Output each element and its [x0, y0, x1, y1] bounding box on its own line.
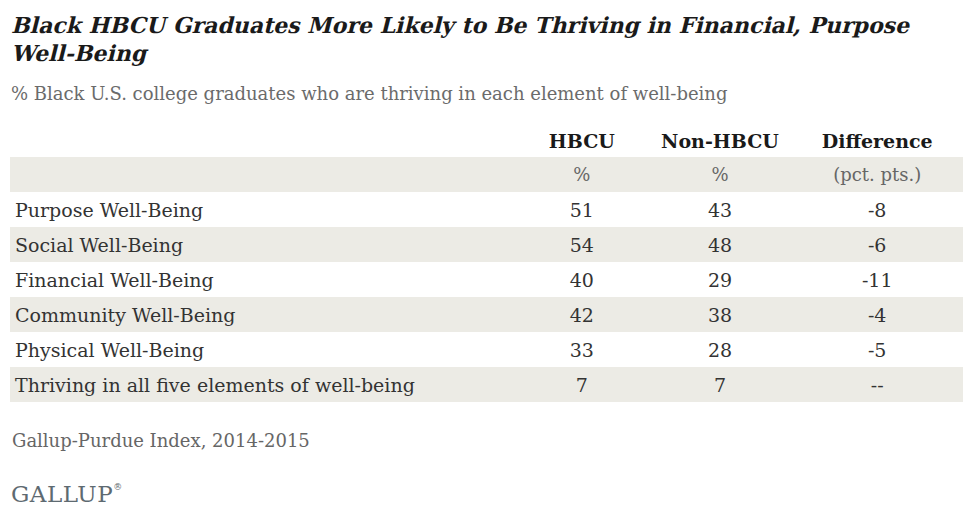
column-header-blank — [10, 125, 515, 157]
row-label: Physical Well-Being — [10, 332, 515, 367]
non-hbcu-value: 38 — [649, 297, 792, 332]
units-non-hbcu: % — [649, 157, 792, 192]
table-row: Social Well-Being 54 48 -6 — [10, 227, 963, 262]
column-header-non-hbcu: Non-HBCU — [649, 125, 792, 157]
table-row: Physical Well-Being 33 28 -5 — [10, 332, 963, 367]
row-label: Financial Well-Being — [10, 262, 515, 297]
hbcu-value: 7 — [515, 367, 648, 402]
page-subtitle: % Black U.S. college graduates who are t… — [11, 83, 965, 104]
source-note: Gallup-Purdue Index, 2014-2015 — [12, 430, 980, 451]
registered-trademark-icon: ® — [113, 482, 123, 492]
units-blank — [10, 157, 515, 192]
table-row: Thriving in all five elements of well-be… — [10, 367, 963, 402]
row-label: Community Well-Being — [10, 297, 515, 332]
non-hbcu-value: 43 — [649, 192, 792, 227]
gallup-logo-text: GALLUP — [11, 481, 113, 505]
units-hbcu: % — [515, 157, 648, 192]
row-label: Thriving in all five elements of well-be… — [10, 367, 515, 402]
difference-value: -8 — [791, 192, 963, 227]
hbcu-value: 40 — [515, 262, 648, 297]
table-row: Financial Well-Being 40 29 -11 — [10, 262, 963, 297]
table-row: Purpose Well-Being 51 43 -8 — [10, 192, 963, 227]
difference-value: -- — [791, 367, 963, 402]
table-header-row: HBCU Non-HBCU Difference — [10, 125, 963, 157]
column-header-hbcu: HBCU — [515, 125, 648, 157]
column-header-difference: Difference — [791, 125, 963, 157]
page-title: Black HBCU Graduates More Likely to Be T… — [11, 12, 965, 67]
non-hbcu-value: 28 — [649, 332, 792, 367]
hbcu-value: 54 — [515, 227, 648, 262]
row-label: Purpose Well-Being — [10, 192, 515, 227]
gallup-logo: GALLUP® — [11, 481, 980, 505]
difference-value: -11 — [791, 262, 963, 297]
table-row: Community Well-Being 42 38 -4 — [10, 297, 963, 332]
hbcu-value: 42 — [515, 297, 648, 332]
non-hbcu-value: 29 — [649, 262, 792, 297]
gallup-table-graphic: Black HBCU Graduates More Likely to Be T… — [0, 0, 980, 505]
non-hbcu-value: 7 — [649, 367, 792, 402]
hbcu-value: 51 — [515, 192, 648, 227]
difference-value: -5 — [791, 332, 963, 367]
units-difference: (pct. pts.) — [791, 157, 963, 192]
well-being-table: HBCU Non-HBCU Difference % % (pct. pts.)… — [10, 125, 963, 402]
non-hbcu-value: 48 — [649, 227, 792, 262]
table-units-row: % % (pct. pts.) — [10, 157, 963, 192]
difference-value: -6 — [791, 227, 963, 262]
hbcu-value: 33 — [515, 332, 648, 367]
difference-value: -4 — [791, 297, 963, 332]
row-label: Social Well-Being — [10, 227, 515, 262]
